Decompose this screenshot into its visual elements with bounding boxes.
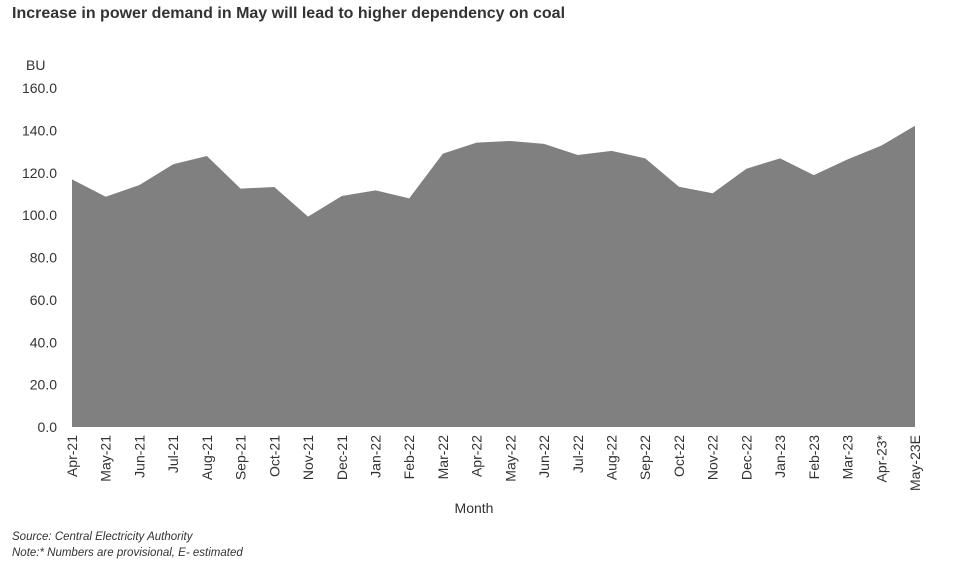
x-tick-label: Nov-21 [300,435,316,480]
x-tick-label: Jun-22 [536,435,552,478]
y-tick-label: 140.0 [22,122,57,138]
y-tick-label: 20.0 [30,377,57,393]
y-axis-label: BU [26,57,45,73]
x-tick-label: May-22 [502,435,518,482]
chart-title: Increase in power demand in May will lea… [12,5,566,22]
x-tick-label: Feb-22 [401,435,417,480]
x-tick-label: Oct-22 [671,435,687,477]
x-tick-label: Jun-21 [131,435,147,478]
x-tick-label: Jan-23 [772,435,788,478]
x-tick-label: Apr-21 [64,435,80,477]
x-tick-label: Jul-22 [570,435,586,473]
y-tick-label: 0.0 [38,419,58,435]
y-tick-label: 80.0 [30,250,57,266]
x-tick-label: Aug-22 [604,435,620,480]
x-tick-label: Sep-21 [233,435,249,480]
x-tick-label: Nov-22 [705,435,721,480]
x-tick-label: May-21 [98,435,114,482]
y-tick-label: 160.0 [22,80,57,96]
y-tick-label: 120.0 [22,165,57,181]
y-tick-label: 40.0 [30,334,57,350]
x-tick-label: Jan-22 [367,435,383,478]
x-tick-label: Apr-23* [873,434,889,482]
x-tick-label: Apr-22 [469,435,485,477]
x-tick-label: Mar-22 [435,435,451,480]
area-series [72,125,915,428]
x-tick-label: Jul-21 [165,435,181,473]
x-tick-label: Dec-21 [334,435,350,480]
provisional-note: Note:* Numbers are provisional, E- estim… [12,547,243,559]
x-tick-label: May-23E [907,435,923,491]
x-tick-label: Aug-21 [199,435,215,480]
x-tick-label: Mar-23 [840,435,856,480]
y-tick-label: 60.0 [30,292,57,308]
x-axis-label: Month [455,500,494,516]
x-tick-label: Sep-22 [637,435,653,480]
x-tick-label: Oct-21 [266,435,282,477]
x-tick-label: Feb-23 [806,435,822,480]
y-tick-label: 100.0 [22,207,57,223]
x-tick-label: Dec-22 [738,435,754,480]
source-note: Source: Central Electricity Authority [12,531,193,543]
